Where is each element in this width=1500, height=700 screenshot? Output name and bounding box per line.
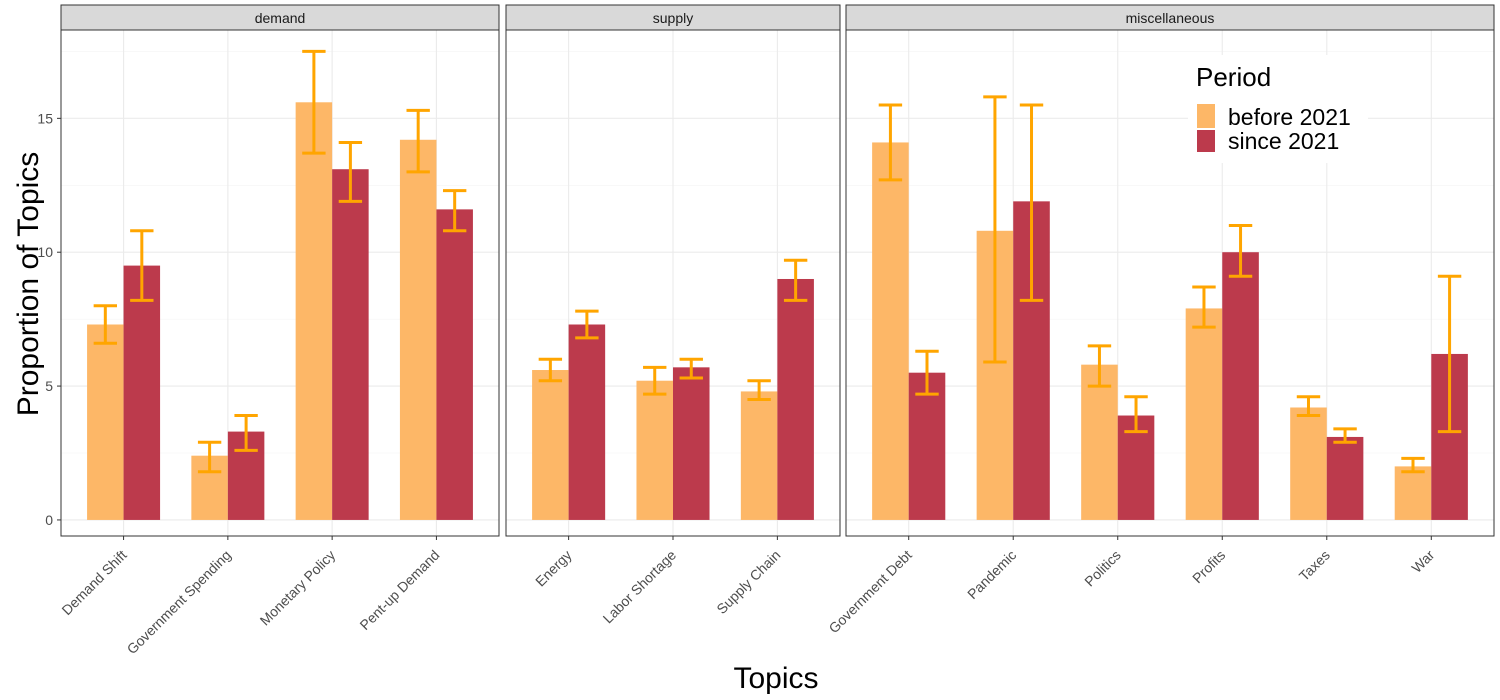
x-tick-label-government-debt: Government Debt <box>825 547 915 637</box>
y-tick-label: 5 <box>45 378 53 394</box>
x-tick-label-government-spending: Government Spending <box>124 547 234 657</box>
y-tick-label: 15 <box>37 110 53 126</box>
panel-border <box>845 29 1495 537</box>
x-tick-label-politics: Politics <box>1081 547 1124 590</box>
legend-title: Period <box>1196 62 1271 92</box>
error-bar-supply-chain-before-2021 <box>747 379 771 401</box>
error-bar-government-debt-before-2021 <box>878 103 903 182</box>
legend-swatch-before-2021 <box>1197 104 1215 128</box>
bar-war-before-2021 <box>1394 466 1432 520</box>
error-bar-supply-chain-since-2021 <box>783 258 808 302</box>
bar-monetary-policy-before-2021 <box>295 102 333 520</box>
bar-pent-up-demand-before-2021 <box>399 139 437 520</box>
error-bar-energy-since-2021 <box>575 309 599 340</box>
error-bar-government-debt-since-2021 <box>915 349 939 396</box>
bar-labor-shortage-since-2021 <box>673 367 710 520</box>
x-tick-label-labor-shortage: Labor Shortage <box>600 547 680 627</box>
bar-government-debt-since-2021 <box>908 372 946 520</box>
x-tick-label-profits: Profits <box>1189 547 1228 586</box>
facet-strip-label: demand <box>255 10 306 26</box>
error-bar-profits-before-2021 <box>1192 285 1216 329</box>
error-bar-pandemic-before-2021 <box>983 95 1007 364</box>
x-tick-label-monetary-policy: Monetary Policy <box>257 547 339 629</box>
error-bar-monetary-policy-before-2021 <box>302 49 326 155</box>
error-bar-labor-shortage-since-2021 <box>679 357 703 380</box>
x-axis-title: Topics <box>733 662 818 695</box>
y-axis-title: Proportion of Topics <box>12 152 45 417</box>
bar-pent-up-demand-since-2021 <box>436 209 473 520</box>
bar-profits-since-2021 <box>1222 252 1259 520</box>
x-tick-label-demand-shift: Demand Shift <box>58 547 129 618</box>
bar-supply-chain-before-2021 <box>740 391 778 520</box>
y-axis: 0 5 10 15 <box>37 110 61 528</box>
legend-label-before-2021: before 2021 <box>1228 104 1351 130</box>
x-tick-label-taxes: Taxes <box>1296 547 1333 584</box>
x-tick-label-pandemic: Pandemic <box>964 547 1019 602</box>
error-bar-monetary-policy-since-2021 <box>338 140 363 203</box>
error-bar-demand-shift-before-2021 <box>93 304 118 345</box>
facet-miscellaneous: miscellaneous Government Debt Pandemic Poli… <box>825 4 1495 637</box>
facet-strip <box>505 4 841 31</box>
error-bar-government-spending-before-2021 <box>197 440 222 474</box>
bar-taxes-since-2021 <box>1326 436 1364 520</box>
bar-government-debt-before-2021 <box>872 142 909 520</box>
error-bar-politics-since-2021 <box>1124 395 1148 434</box>
bar-energy-before-2021 <box>532 370 569 520</box>
bar-profits-before-2021 <box>1185 308 1223 520</box>
facet-strip-label: supply <box>653 10 693 26</box>
facet-strip <box>60 4 500 31</box>
bar-demand-shift-since-2021 <box>123 265 161 520</box>
legend-label-since-2021: since 2021 <box>1228 128 1339 154</box>
legend-background <box>1188 55 1368 163</box>
error-bar-politics-before-2021 <box>1087 344 1112 388</box>
bar-supply-chain-since-2021 <box>777 278 814 520</box>
legend: Period before 2021 since 2021 <box>1188 55 1368 163</box>
x-tick-label-supply-chain: Supply Chain <box>713 547 783 617</box>
legend-swatch-since-2021 <box>1197 130 1215 152</box>
panel-background <box>846 30 1494 536</box>
x-tick-label-pent-up-demand: Pent-up Demand <box>356 547 442 633</box>
error-bar-war-before-2021 <box>1401 456 1425 474</box>
facet-supply: supply Energy Labor Shortage Supply Chain <box>505 4 841 627</box>
error-bar-government-spending-since-2021 <box>234 414 258 452</box>
error-bar-profits-since-2021 <box>1228 223 1253 278</box>
bar-labor-shortage-before-2021 <box>636 380 673 520</box>
bar-taxes-before-2021 <box>1290 407 1327 520</box>
error-bar-demand-shift-since-2021 <box>130 229 154 302</box>
y-tick-label: 0 <box>45 512 53 528</box>
x-tick-label-war: War <box>1408 547 1437 576</box>
error-bar-pandemic-since-2021 <box>1019 103 1044 302</box>
error-bar-pent-up-demand-before-2021 <box>406 108 430 174</box>
error-bar-pent-up-demand-since-2021 <box>442 189 467 233</box>
error-bar-war-since-2021 <box>1437 274 1462 434</box>
bar-demand-shift-before-2021 <box>87 324 124 520</box>
x-tick-label-energy: Energy <box>532 547 575 590</box>
bar-monetary-policy-since-2021 <box>332 169 369 520</box>
panel-border <box>60 29 500 537</box>
error-bar-labor-shortage-before-2021 <box>643 365 667 396</box>
error-bar-taxes-before-2021 <box>1296 395 1321 418</box>
error-bar-taxes-since-2021 <box>1333 427 1357 444</box>
error-bar-energy-before-2021 <box>538 357 563 383</box>
facet-strip-label: miscellaneous <box>1126 10 1215 26</box>
bar-energy-since-2021 <box>568 324 606 520</box>
bar-politics-before-2021 <box>1081 364 1118 520</box>
y-tick-label: 10 <box>37 244 53 260</box>
